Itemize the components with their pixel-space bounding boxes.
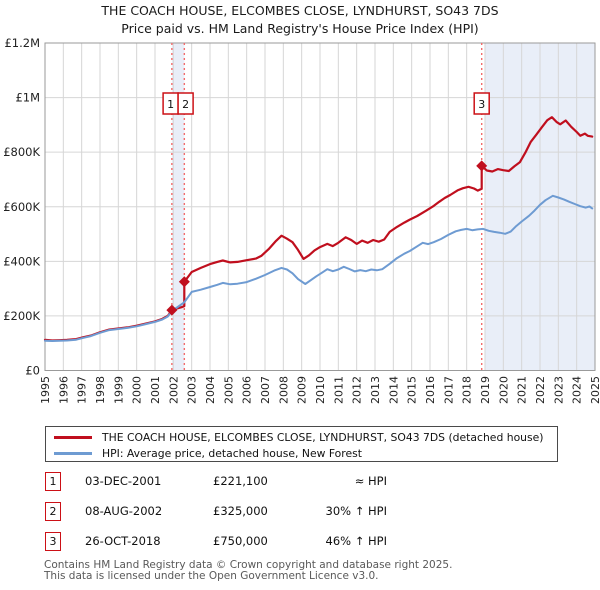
x-axis-tick-label: 2006 [241,376,254,404]
transaction-marker-number: 1 [45,472,61,491]
licence-line: This data is licensed under the Open Gov… [44,570,379,582]
x-axis-tick-label: 2005 [222,376,235,404]
x-axis-tick-label: 2004 [204,376,217,404]
transaction-price: £325,000 [213,504,268,518]
legend-label: HPI: Average price, detached house, New … [102,446,362,460]
y-axis-tick-label: £1M [15,91,40,105]
x-axis-tick-label: 1998 [94,376,107,404]
x-axis-tick-label: 2001 [149,376,162,404]
transaction-vs-hpi: 30% ↑ HPI [325,504,387,518]
y-axis-tick-label: £800K [3,145,40,159]
x-axis-tick-label: 2021 [516,376,529,404]
x-axis-tick-label: 2002 [167,376,180,404]
x-axis-tick-label: 2015 [406,376,419,404]
x-axis-tick-label: 2018 [461,376,474,404]
x-axis-tick-label: 2011 [332,376,345,404]
legend-item-property: THE COACH HOUSE, ELCOMBES CLOSE, LYNDHUR… [46,429,557,445]
x-axis-tick-label: 2009 [296,376,309,404]
chart-legend: THE COACH HOUSE, ELCOMBES CLOSE, LYNDHUR… [45,426,558,462]
x-axis-tick-label: 2000 [131,376,144,404]
transaction-price: £750,000 [213,534,268,548]
plot-frame [44,42,596,371]
transaction-price: £221,100 [213,474,268,488]
transaction-date: 03-DEC-2001 [85,474,162,488]
x-axis-tick-label: 2012 [351,376,364,404]
transaction-marker-number: 2 [45,502,61,521]
x-axis-tick-label: 2014 [387,376,400,404]
x-axis-tick-label: 2024 [571,376,584,404]
hpi-line [44,194,594,342]
copyright-line: Contains HM Land Registry data © Crown c… [44,559,453,571]
sale-point-marker [178,276,190,288]
transaction-marker-number: 3 [45,532,61,551]
transaction-row: 1 03-DEC-2001 £221,100 ≈ HPI [0,472,600,492]
sale-point-marker [166,304,178,316]
x-axis-tick-label: 2010 [314,376,327,404]
hpi-line-swatch [54,451,92,455]
sale-marker-label: 1 [167,98,174,111]
x-axis-tick-label: 2007 [259,376,272,404]
property-line-swatch [54,435,92,439]
x-axis-tick-label: 2013 [369,376,382,404]
x-axis-tick-label: 1995 [39,376,52,404]
x-axis-tick-label: 2003 [186,376,199,404]
transaction-row: 3 26-OCT-2018 £750,000 46% ↑ HPI [0,532,600,552]
transaction-row: 2 08-AUG-2002 £325,000 30% ↑ HPI [0,502,600,522]
sale-point-marker [476,160,488,172]
x-axis-tick-label: 2019 [479,376,492,404]
x-axis-tick-label: 2025 [589,376,600,404]
price-chart: 1 2 3 £0 £200K £400K £600K £800K £1M £1.2M 1995 199… [3,36,600,404]
x-axis-tick-label: 2020 [497,376,510,404]
y-axis-tick-label: £200K [3,309,40,323]
x-axis-tick-label: 2008 [277,376,290,404]
x-axis-tick-label: 2023 [552,376,565,404]
x-axis-tick-label: 2017 [442,376,455,404]
transaction-date: 08-AUG-2002 [85,504,163,518]
x-axis-tick-label: 2016 [424,376,437,404]
legend-item-hpi: HPI: Average price, detached house, New … [46,445,557,461]
y-axis-tick-label: £600K [3,200,40,214]
transaction-date: 26-OCT-2018 [85,534,161,548]
x-axis-tick-label: 1999 [112,376,125,404]
sale-marker-label-box [473,92,490,115]
sale-marker-label: 2 [182,98,189,111]
y-axis-tick-label: £0 [25,364,40,378]
y-axis-tick-label: £400K [3,254,40,268]
x-axis-tick-label: 1996 [57,376,70,404]
page-subtitle: Price paid vs. HM Land Registry's House … [121,21,479,36]
sale-marker-label: 3 [478,98,485,111]
x-axis-tick-label: 2022 [534,376,547,404]
x-axis-tick-label: 1997 [76,376,89,404]
page-title: THE COACH HOUSE, ELCOMBES CLOSE, LYNDHUR… [101,3,499,18]
y-axis-tick-label: £1.2M [4,36,40,50]
legend-label: THE COACH HOUSE, ELCOMBES CLOSE, LYNDHUR… [102,430,544,444]
transaction-vs-hpi: 46% ↑ HPI [325,534,387,548]
sale-marker-label-box [177,92,194,115]
transaction-vs-hpi: ≈ HPI [354,474,387,488]
